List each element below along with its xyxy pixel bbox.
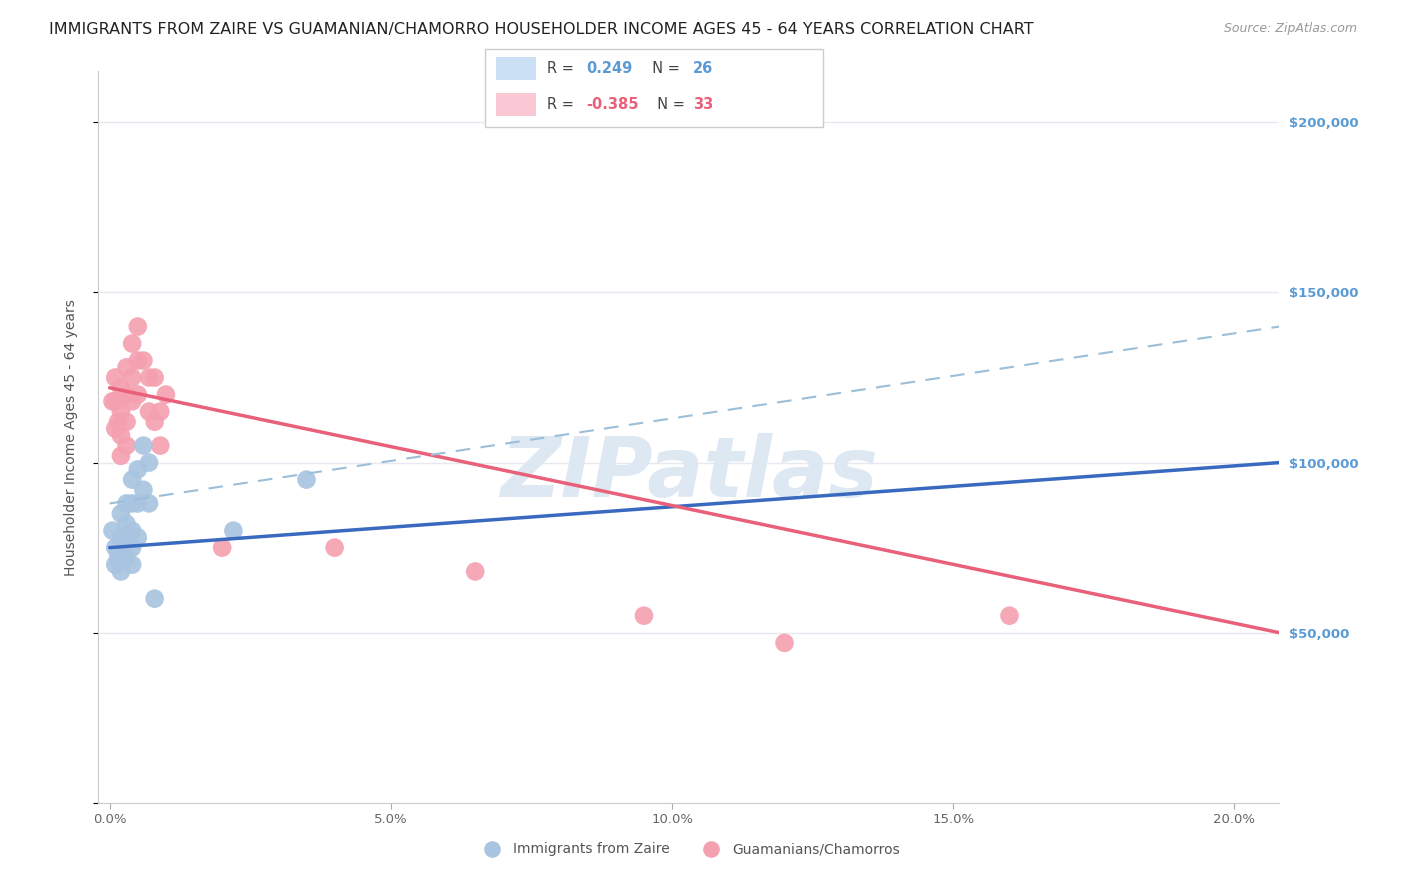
Point [115,439,138,453]
Point [104,394,127,409]
Point [121,473,143,487]
Point [121,541,143,555]
Point [127,319,149,334]
Point [110,507,132,521]
Y-axis label: Householder Income Ages 45 - 64 years: Householder Income Ages 45 - 64 years [63,299,77,575]
Point [107,415,129,429]
Point [143,370,166,384]
Point [110,565,132,579]
Point [101,394,124,409]
Point [127,387,149,401]
Point [104,370,127,384]
Point [222,524,245,538]
Point [115,360,138,375]
Text: R =: R = [547,62,578,76]
Point [143,591,166,606]
Text: Source: ZipAtlas.com: Source: ZipAtlas.com [1223,22,1357,36]
Text: N =: N = [643,62,685,76]
Point [127,462,149,476]
Point [115,550,138,565]
Text: IMMIGRANTS FROM ZAIRE VS GUAMANIAN/CHAMORRO HOUSEHOLDER INCOME AGES 45 - 64 YEAR: IMMIGRANTS FROM ZAIRE VS GUAMANIAN/CHAMO… [49,22,1033,37]
Point [138,456,160,470]
Point [323,541,346,555]
Point [115,387,138,401]
Point [633,608,655,623]
Point [121,558,143,572]
Point [773,636,796,650]
Point [138,404,160,418]
Text: ZIPatlas: ZIPatlas [501,434,877,514]
Point [115,531,138,545]
Point [127,496,149,510]
Point [295,473,318,487]
Point [121,496,143,510]
Text: 33: 33 [693,97,713,112]
Point [121,394,143,409]
Point [132,439,155,453]
Point [138,496,160,510]
Point [101,524,124,538]
Point [107,550,129,565]
Text: R =: R = [547,97,578,112]
Point [464,565,486,579]
Point [121,370,143,384]
Point [155,387,177,401]
Text: N =: N = [648,97,690,112]
Point [138,370,160,384]
Point [115,415,138,429]
Point [149,439,172,453]
Point [115,496,138,510]
Point [127,531,149,545]
Point [132,353,155,368]
Point [104,558,127,572]
Point [110,449,132,463]
Point [110,381,132,395]
Point [149,404,172,418]
Point [115,516,138,531]
Text: -0.385: -0.385 [586,97,638,112]
Point [132,483,155,497]
Point [110,531,132,545]
Point [121,336,143,351]
Point [211,541,233,555]
Point [110,404,132,418]
Text: 26: 26 [693,62,713,76]
Text: 0.249: 0.249 [586,62,633,76]
Point [127,353,149,368]
Point [143,415,166,429]
Point [110,428,132,442]
Point [104,421,127,435]
Point [104,541,127,555]
Point [121,524,143,538]
Legend: Immigrants from Zaire, Guamanians/Chamorros: Immigrants from Zaire, Guamanians/Chamor… [472,837,905,862]
Point [998,608,1021,623]
